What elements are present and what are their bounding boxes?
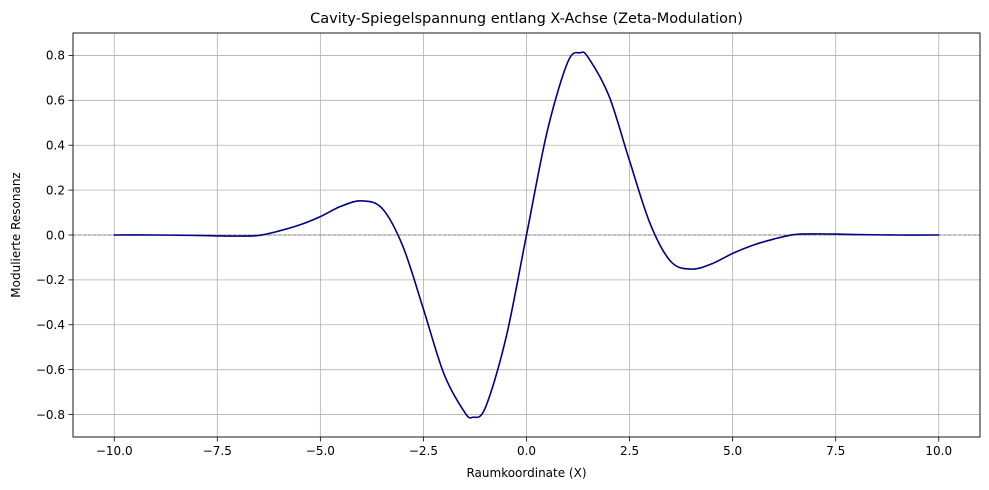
- x-tick-label: 2.5: [620, 444, 639, 458]
- y-axis-ticks: −0.8 −0.6 −0.4 −0.2 0.0 0.2 0.4 0.6 0.8: [36, 49, 73, 422]
- series-group: [113, 51, 940, 419]
- y-tick-label: 0.2: [46, 183, 65, 197]
- y-tick-label: 0.0: [46, 228, 65, 242]
- x-tick-label: −5.0: [306, 444, 335, 458]
- x-tick-label: −7.5: [203, 444, 232, 458]
- x-tick-label: 7.5: [826, 444, 845, 458]
- series-line: [113, 51, 940, 419]
- y-tick-label: 0.8: [46, 49, 65, 63]
- x-tick-label: 10.0: [925, 444, 952, 458]
- y-tick-label: −0.4: [36, 318, 65, 332]
- y-tick-label: −0.8: [36, 408, 65, 422]
- x-tick-label: 0.0: [517, 444, 536, 458]
- y-tick-label: −0.2: [36, 273, 65, 287]
- chart-title: Cavity-Spiegelspannung entlang X-Achse (…: [310, 11, 743, 27]
- x-axis-label: Raumkoordinate (X): [466, 466, 586, 480]
- x-axis-ticks: −10.0 −7.5 −5.0 −2.5 0.0 2.5 5.0 7.5 10.0: [96, 437, 952, 458]
- x-tick-label: −10.0: [96, 444, 133, 458]
- y-tick-label: −0.6: [36, 363, 65, 377]
- x-tick-label: 5.0: [723, 444, 742, 458]
- y-tick-label: 0.4: [46, 139, 65, 153]
- y-tick-label: 0.6: [46, 94, 65, 108]
- x-tick-label: −2.5: [409, 444, 438, 458]
- y-axis-label: Modulierte Resonanz: [9, 172, 23, 297]
